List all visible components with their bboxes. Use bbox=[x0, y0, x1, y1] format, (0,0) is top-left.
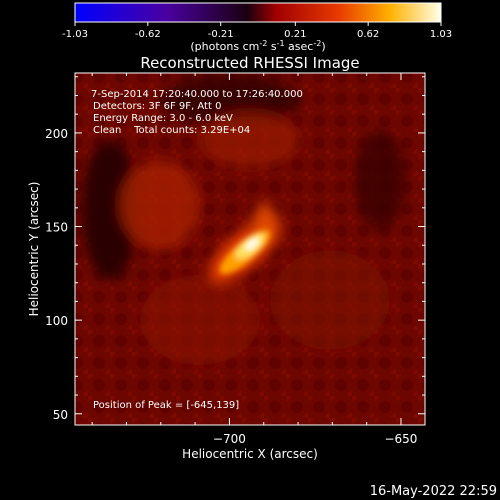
colorbar-tick-label: -0.21 bbox=[208, 29, 234, 40]
info-line-time: 7-Sep-2014 17:20:40.000 to 17:26:40.000 bbox=[91, 89, 303, 100]
info-line-clean: Clean Total counts: 3.29E+04 bbox=[93, 125, 250, 136]
peak-position-text: Position of Peak = [-645,139] bbox=[93, 400, 239, 411]
colorbar-tick-label: 0.21 bbox=[284, 29, 306, 40]
chart-title: Reconstructed RHESSI Image bbox=[140, 54, 359, 72]
plot-frame bbox=[74, 72, 426, 426]
y-tick-label: 100 bbox=[45, 314, 68, 328]
x-axis: −700−650−600 bbox=[91, 73, 417, 446]
info-block: 7-Sep-2014 17:20:40.000 to 17:26:40.000 … bbox=[91, 89, 303, 136]
colorbar-tick-label: 1.03 bbox=[430, 29, 452, 40]
info-line-energy: Energy Range: 3.0 - 6.0 keV bbox=[93, 113, 233, 124]
x-tick-label: −650 bbox=[384, 432, 417, 446]
colorbar bbox=[74, 2, 442, 23]
info-line-detectors: Detectors: 3F 6F 9F, Att 0 bbox=[93, 101, 221, 112]
colorbar-label: (photons cm-2 s-1 asec-2) bbox=[190, 39, 325, 53]
colorbar-ticks: -1.03 -0.62 -0.21 0.21 0.62 1.03 bbox=[62, 22, 452, 40]
y-axis-label: Heliocentric Y (arcsec) bbox=[27, 182, 41, 317]
x-axis-label: Heliocentric X (arcsec) bbox=[182, 447, 318, 461]
y-tick-label: 200 bbox=[45, 127, 68, 141]
x-tick-label: −700 bbox=[213, 432, 246, 446]
y-axis: 50 100 150 200 bbox=[45, 76, 425, 422]
y-tick-label: 150 bbox=[45, 221, 68, 235]
y-tick-label: 50 bbox=[53, 408, 68, 422]
heatmap-image bbox=[75, 73, 425, 425]
colorbar-tick-label: -1.03 bbox=[62, 29, 88, 40]
colorbar-tick-label: -0.62 bbox=[135, 29, 161, 40]
colorbar-tick-label: 0.62 bbox=[357, 29, 379, 40]
footer-date: 16-May-2022 22:59 bbox=[370, 484, 497, 499]
